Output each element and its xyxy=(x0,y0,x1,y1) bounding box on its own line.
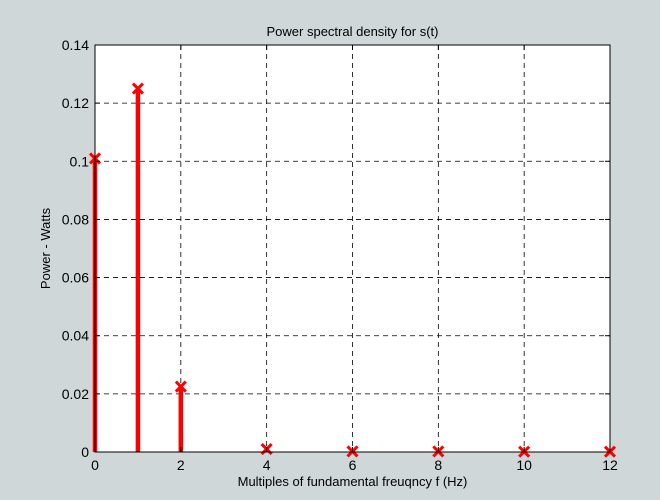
x-marker xyxy=(131,82,144,95)
x-tick-label: 12 xyxy=(602,457,618,473)
y-tick-label: 0.12 xyxy=(62,95,89,111)
y-tick-label: 0.02 xyxy=(62,386,89,402)
x-tick-label: 0 xyxy=(91,457,99,473)
x-tick-label: 4 xyxy=(263,457,271,473)
x-tick-label: 2 xyxy=(177,457,185,473)
x-axis-label: Multiples of fundamental freuqncy f (Hz) xyxy=(238,474,468,489)
x-tick-label: 10 xyxy=(516,457,532,473)
y-tick-label: 0 xyxy=(81,444,89,460)
y-tick-label: 0.06 xyxy=(62,270,89,286)
x-marker xyxy=(174,380,187,393)
x-tick-labels: 0 2 4 6 8 10 12 xyxy=(91,457,618,473)
y-axis-label: Power - Watts xyxy=(38,207,53,289)
y-tick-label: 0.08 xyxy=(62,211,89,227)
chart-title: Power spectral density for s(t) xyxy=(267,24,439,39)
y-tick-label: 0.14 xyxy=(62,37,89,53)
y-tick-label: 0.04 xyxy=(62,328,89,344)
x-tick-label: 8 xyxy=(434,457,442,473)
y-tick-labels: 0 0.02 0.04 0.06 0.08 0.1 0.12 0.14 xyxy=(62,37,89,460)
y-tick-label: 0.1 xyxy=(70,153,90,169)
x-tick-label: 6 xyxy=(349,457,357,473)
axis-ticks xyxy=(94,44,611,453)
